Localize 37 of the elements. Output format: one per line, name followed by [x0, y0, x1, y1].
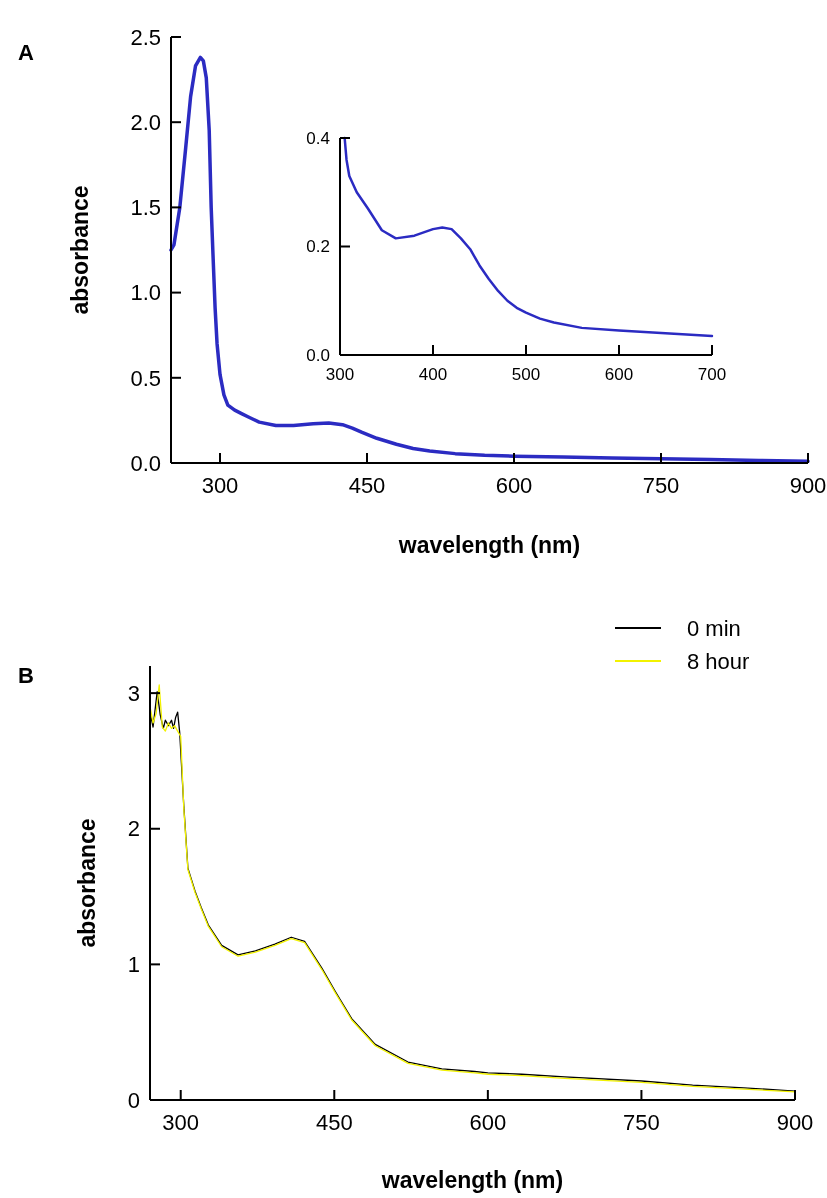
x-axis-title: wavelength (nm) [397, 532, 581, 558]
y-tick-label: 0.4 [306, 128, 330, 148]
y-tick-label: 1.5 [130, 195, 161, 221]
x-tick-label: 300 [162, 1110, 200, 1135]
y-tick-label: 0.5 [130, 365, 161, 391]
chart-title: A [18, 40, 34, 65]
x-tick-label: 300 [325, 365, 355, 384]
x-tick-label: 700 [697, 365, 727, 384]
y-tick-label: 1 [127, 952, 140, 978]
x-tick-label: 750 [642, 473, 680, 498]
legend-label: 8 hour [687, 649, 750, 674]
x-tick-label: 600 [604, 365, 634, 384]
y-axis-title: absorbance [74, 818, 100, 948]
x-tick-label: 900 [776, 1110, 814, 1135]
y-tick-label: 2.5 [130, 24, 161, 50]
y-axis-title: absorbance [67, 185, 93, 315]
y-tick-label: 2.0 [130, 109, 161, 135]
y-tick-label: 0.2 [306, 237, 330, 257]
x-tick-label: 500 [511, 365, 541, 384]
x-axis-title: wavelength (nm) [380, 1167, 564, 1193]
x-tick-label: 450 [315, 1110, 353, 1135]
chart-title: B [18, 663, 34, 688]
y-tick-label: 1.0 [130, 280, 161, 306]
x-tick-label: 450 [348, 473, 386, 498]
x-tick-label: 400 [418, 365, 448, 384]
y-tick-label: 3 [127, 680, 140, 706]
x-tick-label: 900 [789, 473, 827, 498]
y-tick-label: 0 [127, 1087, 140, 1113]
y-tick-label: 2 [127, 816, 140, 842]
legend-label: 0 min [687, 616, 741, 641]
x-tick-label: 300 [201, 473, 239, 498]
x-tick-label: 600 [469, 1110, 507, 1135]
line-series [343, 136, 714, 338]
x-tick-label: 750 [623, 1110, 660, 1135]
y-tick-label: 0.0 [306, 345, 330, 365]
x-tick-label: 600 [495, 473, 533, 498]
y-tick-label: 0.0 [130, 450, 161, 476]
